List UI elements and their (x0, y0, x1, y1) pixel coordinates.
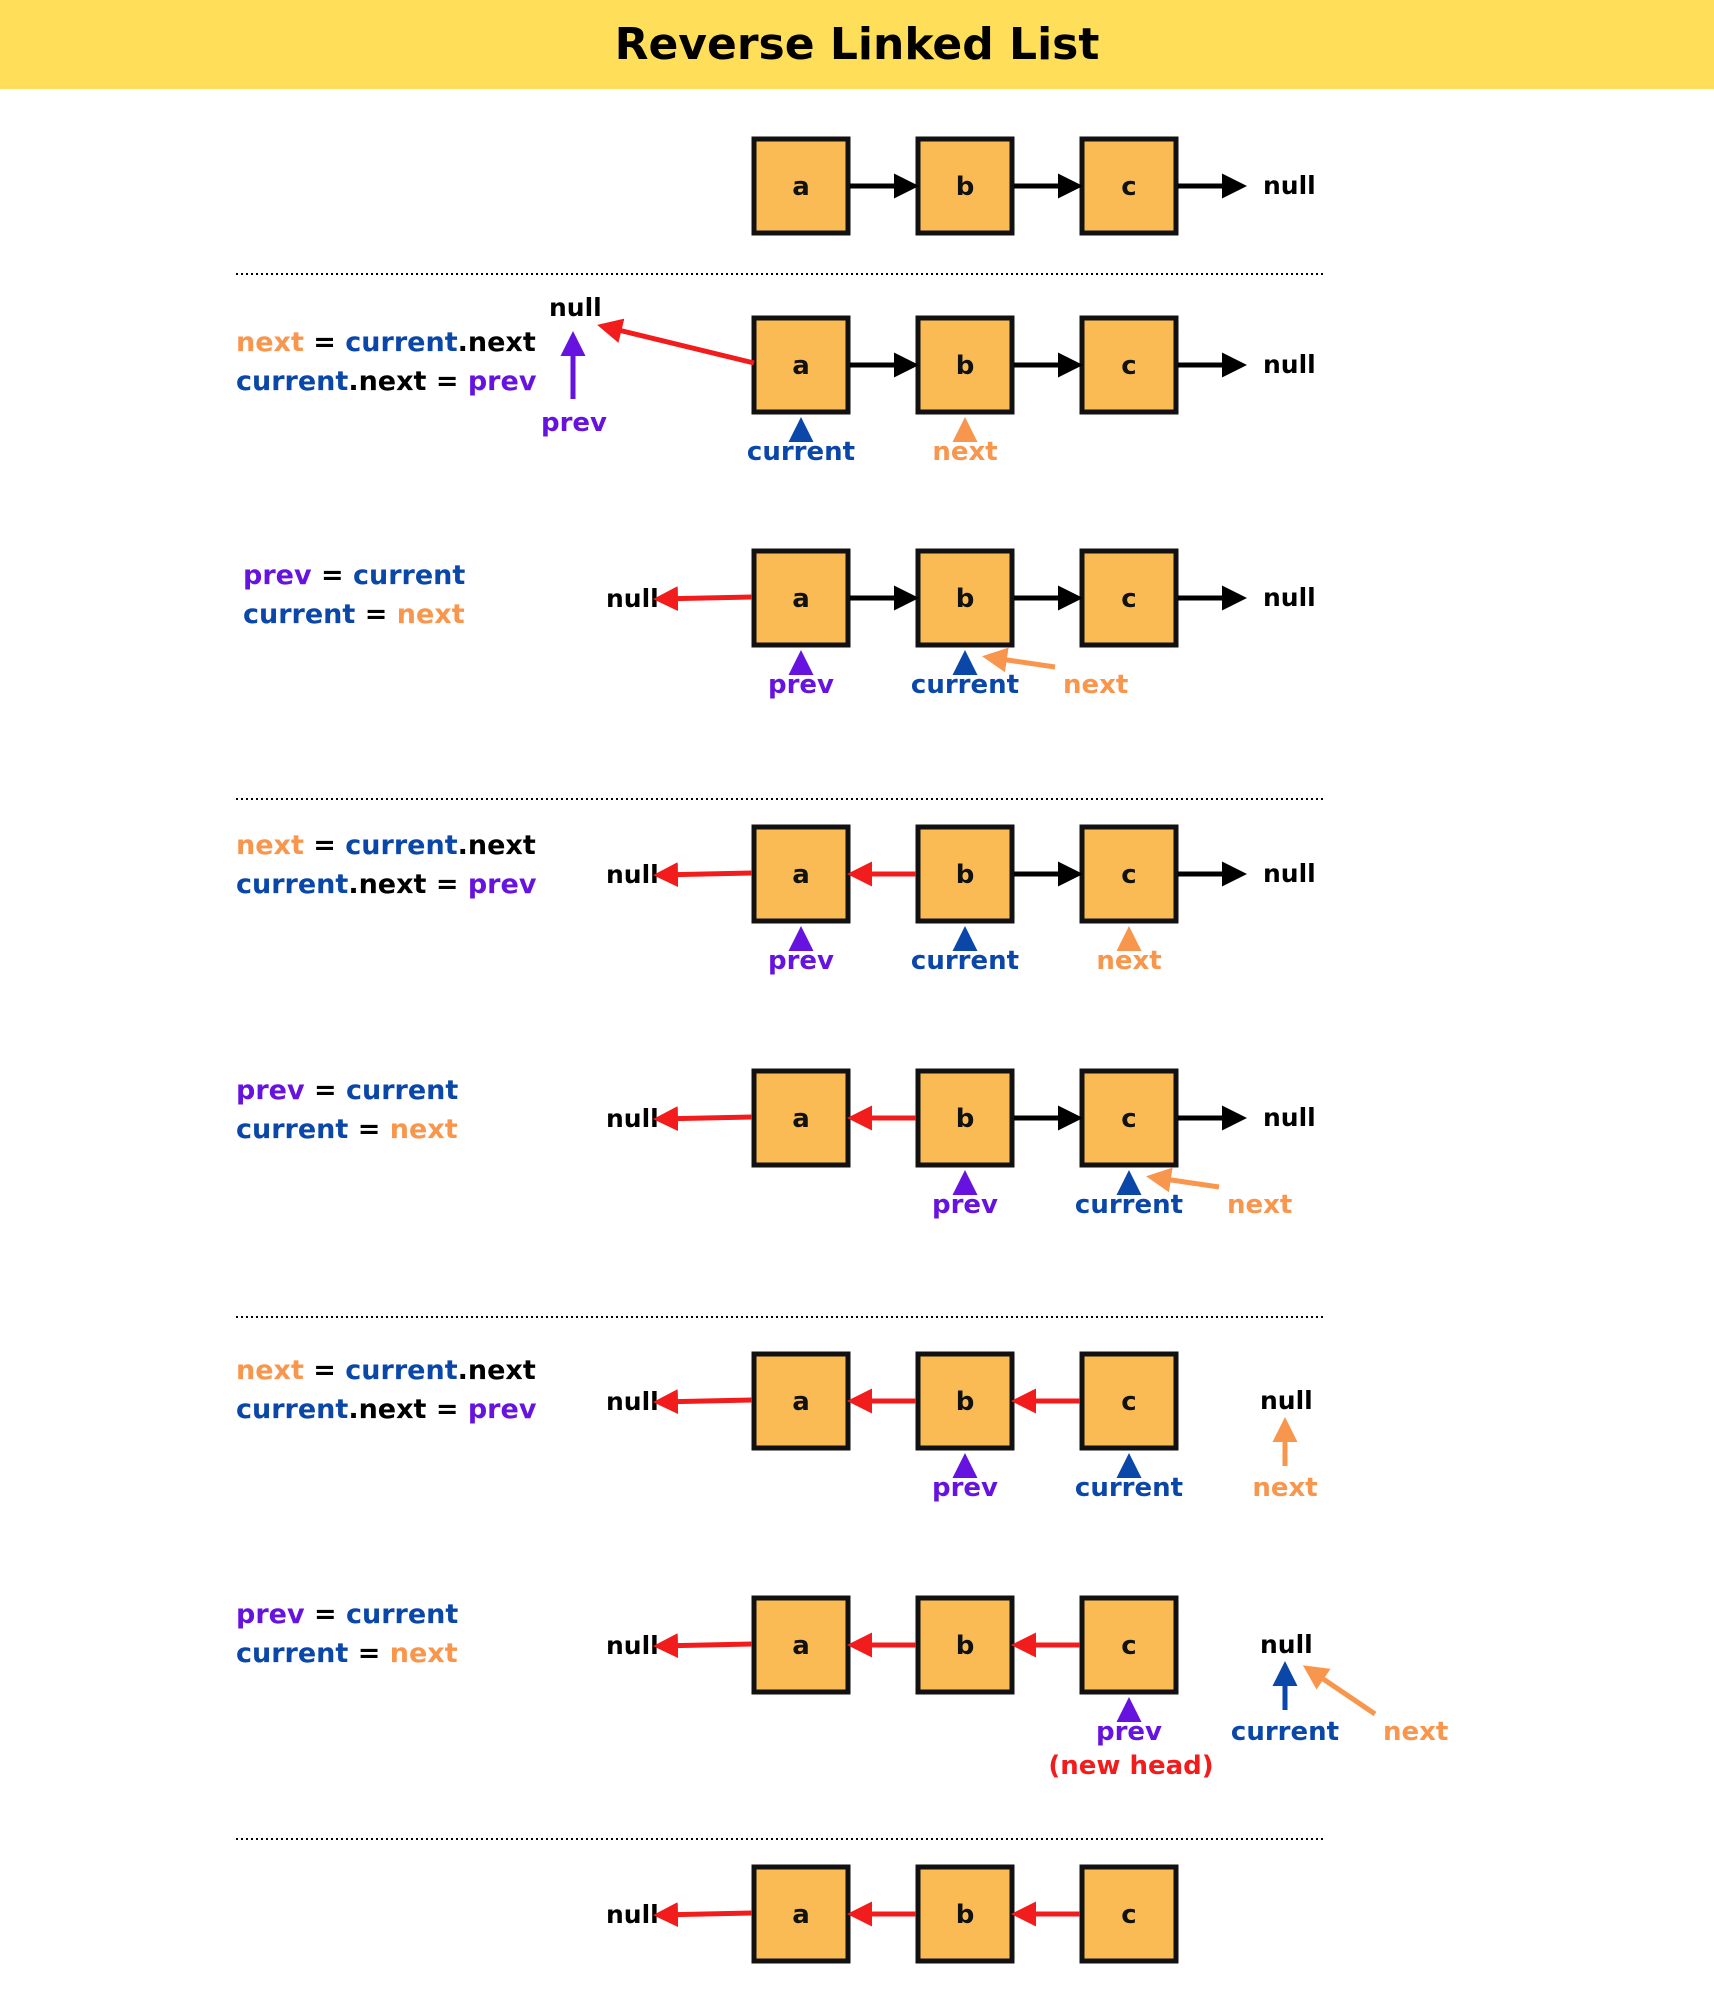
tail-null-label: null (1263, 171, 1316, 200)
next-pointer-label: next (1227, 1190, 1292, 1220)
node-label-b: b (956, 860, 975, 890)
current-pointer-label: current (1075, 1190, 1183, 1220)
node-b (915, 315, 1015, 415)
node-label-b: b (956, 1104, 975, 1134)
node-label-a: a (792, 1900, 810, 1930)
link-reversed (597, 318, 755, 366)
next-pointer-arrow (1146, 1167, 1220, 1193)
current-pointer-label: current (1231, 1717, 1339, 1747)
title-banner: Reverse Linked List (0, 0, 1714, 89)
node-label-a: a (792, 172, 810, 202)
link-reversed (653, 1389, 753, 1415)
next-pointer-label: next (1383, 1717, 1448, 1747)
node-label-a: a (792, 1387, 810, 1417)
node-label-c: c (1121, 584, 1136, 614)
list-state-3: a b c (751, 548, 1179, 648)
node-label-c: c (1121, 1900, 1136, 1930)
prev-pointer-label: prev (768, 946, 834, 976)
next-pointer-label: next (932, 437, 997, 467)
tail-null-label: null (1263, 583, 1316, 612)
node-b (915, 548, 1015, 648)
node-c (1079, 1351, 1179, 1451)
node-a (751, 315, 851, 415)
link-reversed (653, 1902, 753, 1928)
link-reversed (653, 862, 753, 888)
node-label-a: a (792, 1104, 810, 1134)
node-label-c: c (1121, 1104, 1136, 1134)
node-b (915, 1595, 1015, 1695)
list-state-6: a b c (751, 1351, 1179, 1451)
next-pointer-arrow (982, 647, 1056, 673)
node-label-b: b (956, 1631, 975, 1661)
page-title: Reverse Linked List (614, 19, 1100, 70)
node-label-a: a (792, 351, 810, 381)
new-head-label: (new head) (1048, 1751, 1213, 1781)
node-label-c: c (1121, 1631, 1136, 1661)
tail-null-label: null (1260, 1630, 1313, 1659)
node-label-b: b (956, 584, 975, 614)
list-state-8: a b c (751, 1864, 1179, 1964)
current-pointer-label: current (747, 437, 855, 467)
node-label-b: b (956, 1387, 975, 1417)
node-b (915, 136, 1015, 236)
head-null-label: null (606, 1631, 659, 1660)
prev-pointer-label: prev (1096, 1717, 1162, 1747)
node-c (1079, 824, 1179, 924)
node-a (751, 136, 851, 236)
head-null-label: null (606, 1900, 659, 1929)
node-b (915, 824, 1015, 924)
node-label-b: b (956, 172, 975, 202)
list-state-2: a b c (751, 315, 1179, 415)
current-pointer-label: current (1075, 1473, 1183, 1503)
prev-pointer-label: prev (932, 1473, 998, 1503)
node-c (1079, 136, 1179, 236)
prev-pointer-label: prev (768, 670, 834, 700)
list-state-5: a b c (751, 1068, 1179, 1168)
tail-null-label: null (1263, 1103, 1316, 1132)
node-label-c: c (1121, 172, 1136, 202)
tail-null-label: null (1263, 859, 1316, 888)
next-pointer-label: next (1096, 946, 1161, 976)
node-label-a: a (792, 860, 810, 890)
node-b (915, 1864, 1015, 1964)
head-null-label: null (549, 293, 602, 322)
node-label-a: a (792, 584, 810, 614)
node-c (1079, 1864, 1179, 1964)
current-pointer-label: current (911, 946, 1019, 976)
node-c (1079, 1068, 1179, 1168)
node-label-b: b (956, 1900, 975, 1930)
head-null-label: null (606, 860, 659, 889)
head-null-label: null (606, 584, 659, 613)
list-state-1: a b c (751, 136, 1179, 236)
node-a (751, 548, 851, 648)
node-label-b: b (956, 351, 975, 381)
node-a (751, 1595, 851, 1695)
link-reversed (653, 1633, 753, 1659)
link-reversed (653, 1106, 753, 1132)
prev-pointer-label: prev (541, 408, 607, 438)
next-pointer-label: next (1252, 1473, 1317, 1503)
list-state-4: a b c (751, 824, 1179, 924)
node-label-a: a (792, 1631, 810, 1661)
list-state-7: a b c (751, 1595, 1179, 1695)
node-c (1079, 1595, 1179, 1695)
current-pointer-label: current (911, 670, 1019, 700)
node-label-c: c (1121, 1387, 1136, 1417)
prev-pointer-label: prev (932, 1190, 998, 1220)
link-reversed (653, 586, 753, 612)
head-null-label: null (606, 1104, 659, 1133)
node-label-c: c (1121, 860, 1136, 890)
node-b (915, 1068, 1015, 1168)
tail-null-label: null (1260, 1386, 1313, 1415)
next-pointer-arrow (1302, 1665, 1377, 1717)
tail-null-label: null (1263, 350, 1316, 379)
node-a (751, 824, 851, 924)
head-null-label: null (606, 1387, 659, 1416)
next-pointer-label: next (1063, 670, 1128, 700)
node-label-c: c (1121, 351, 1136, 381)
